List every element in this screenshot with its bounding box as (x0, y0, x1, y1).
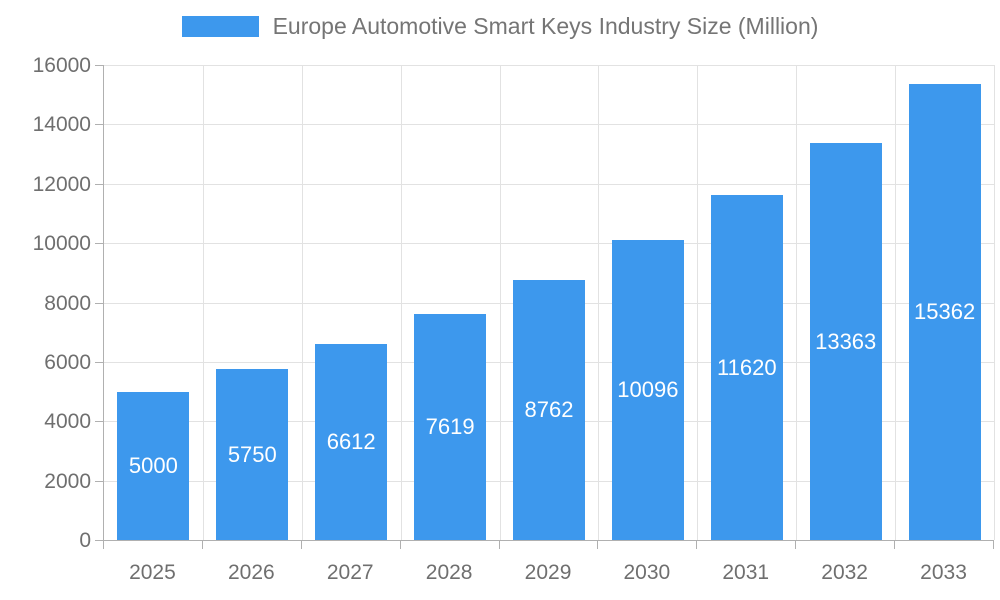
y-axis-tick (95, 540, 103, 541)
gridline-vertical (499, 65, 501, 540)
bar-value-label: 10096 (617, 377, 679, 403)
x-axis-tick-label: 2028 (425, 561, 473, 584)
y-axis-tick (95, 243, 103, 245)
bar: 13363 (809, 143, 882, 540)
x-axis-tick (103, 541, 104, 549)
bar: 7619 (414, 313, 487, 540)
bar: 5750 (216, 369, 289, 540)
x-axis-tick (894, 541, 896, 549)
x-axis-tick-label: 2025 (129, 561, 176, 584)
bar: 10096 (611, 240, 684, 540)
gridline-vertical (400, 65, 402, 540)
bar: 6612 (315, 343, 388, 540)
y-axis-tick (95, 361, 103, 363)
bar-value-label: 6612 (326, 428, 376, 454)
bar: 8762 (513, 279, 585, 540)
bar: 5000 (117, 391, 190, 540)
x-axis-tick-label: 2032 (821, 561, 868, 584)
x-axis-tick (597, 541, 599, 549)
x-axis-tick-label: 2026 (227, 561, 275, 584)
bar-value-label: 15362 (914, 298, 976, 324)
x-axis-tick (201, 541, 203, 549)
bar-value-label: 5000 (128, 452, 178, 478)
y-axis-tick (95, 124, 103, 126)
gridline-vertical (301, 65, 303, 540)
x-axis-tick (498, 541, 500, 549)
x-axis-tick (993, 541, 994, 549)
y-axis-tick-label: 12000 (32, 172, 91, 196)
gridline-vertical (994, 65, 995, 540)
x-axis-tick (795, 541, 797, 549)
x-axis-tick-label: 2030 (623, 561, 671, 584)
gridline-horizontal (104, 183, 994, 185)
y-axis-tick (95, 302, 103, 304)
gridline-horizontal (104, 243, 994, 245)
legend-swatch-icon (181, 15, 259, 37)
gridline-vertical (598, 65, 600, 540)
chart-legend[interactable]: Europe Automotive Smart Keys Industry Si… (0, 12, 1000, 40)
x-axis-tick (300, 541, 302, 549)
x-axis-tick-label: 2033 (920, 561, 967, 584)
plot-area: 5000 5750 6612 7619 8762 10096 11620 13363 15362 (103, 65, 995, 541)
bar-value-label: 7619 (425, 413, 475, 439)
y-axis-tick (95, 480, 103, 482)
x-axis-tick (399, 541, 401, 549)
y-axis-tick-label: 14000 (32, 113, 91, 137)
x-axis-tick-label: 2029 (524, 561, 572, 584)
gridline-horizontal (104, 65, 994, 66)
y-axis-tick-label: 0 (79, 529, 91, 552)
y-axis-tick-label: 16000 (32, 54, 91, 77)
bar: 15362 (908, 83, 981, 540)
chart-title: Europe Automotive Smart Keys Industry Si… (272, 13, 819, 39)
y-axis-tick (95, 65, 103, 66)
bar-value-label: 11620 (717, 354, 777, 380)
x-axis-tick-label: 2027 (326, 561, 374, 584)
y-axis-tick-label: 6000 (44, 350, 91, 374)
y-axis-tick-label: 10000 (32, 232, 91, 256)
bar-value-label: 8762 (524, 396, 574, 422)
gridline-vertical (202, 65, 204, 540)
y-axis-tick-label: 2000 (44, 469, 91, 493)
bar: 11620 (710, 195, 783, 540)
bar-value-label: 5750 (227, 441, 277, 467)
bar-value-label: 13363 (815, 328, 877, 354)
gridline-vertical (697, 65, 699, 540)
y-axis-tick-label: 8000 (44, 291, 91, 315)
y-axis-tick (95, 183, 103, 185)
x-axis-tick-label: 2031 (722, 561, 770, 584)
x-axis-tick (696, 541, 698, 549)
gridline-horizontal (104, 124, 994, 126)
y-axis-tick (95, 421, 103, 423)
gridline-vertical (796, 65, 798, 540)
gridline-vertical (895, 65, 897, 540)
y-axis-tick-label: 4000 (44, 410, 91, 434)
